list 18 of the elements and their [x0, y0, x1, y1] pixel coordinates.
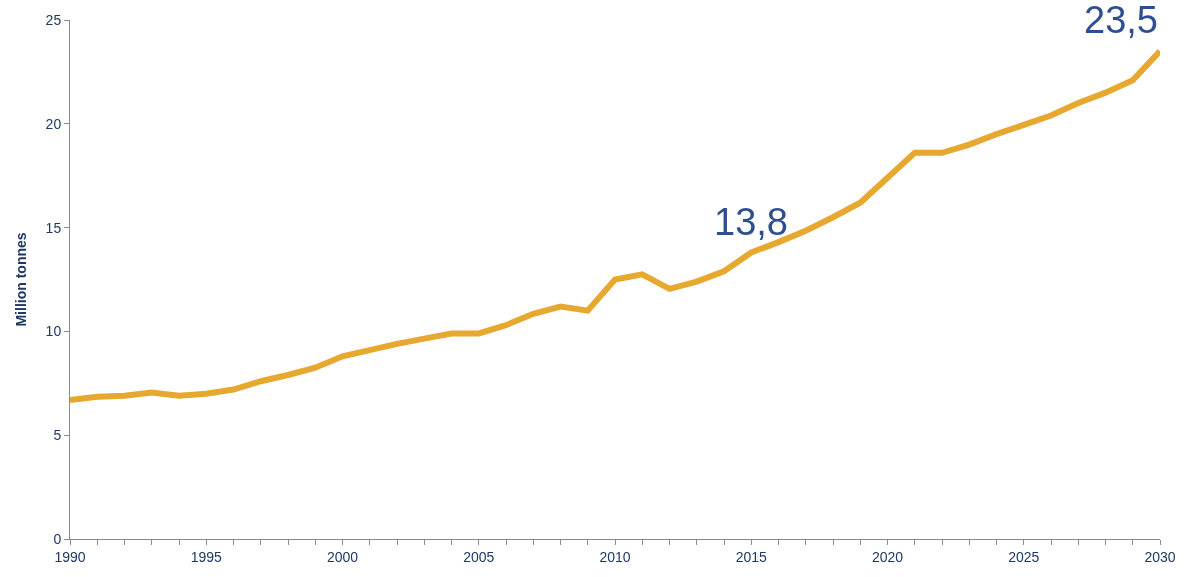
x-tick-label: 2025 — [1008, 548, 1040, 565]
x-tick-label: 2030 — [1144, 548, 1176, 565]
y-tick-label: 15 — [45, 219, 62, 236]
y-tick-label: 20 — [45, 115, 62, 132]
y-tick-label: 25 — [45, 11, 62, 28]
y-tick-label: 5 — [53, 427, 62, 444]
x-tick-label: 2010 — [599, 548, 631, 565]
y-axis-title: Million tonnes — [13, 232, 30, 327]
x-tick-label: 2015 — [735, 548, 768, 565]
y-tick-label: 10 — [45, 323, 62, 340]
annotation: 13,8 — [714, 201, 788, 243]
x-tick-label: 1995 — [190, 548, 223, 565]
y-tick-label: 0 — [53, 530, 62, 547]
x-tick-label: 2005 — [463, 548, 495, 565]
x-tick-label: 2020 — [871, 548, 904, 565]
annotation: 23,5 — [1084, 0, 1158, 41]
x-tick-label: 1990 — [54, 548, 86, 565]
x-tick-label: 2000 — [326, 548, 359, 565]
